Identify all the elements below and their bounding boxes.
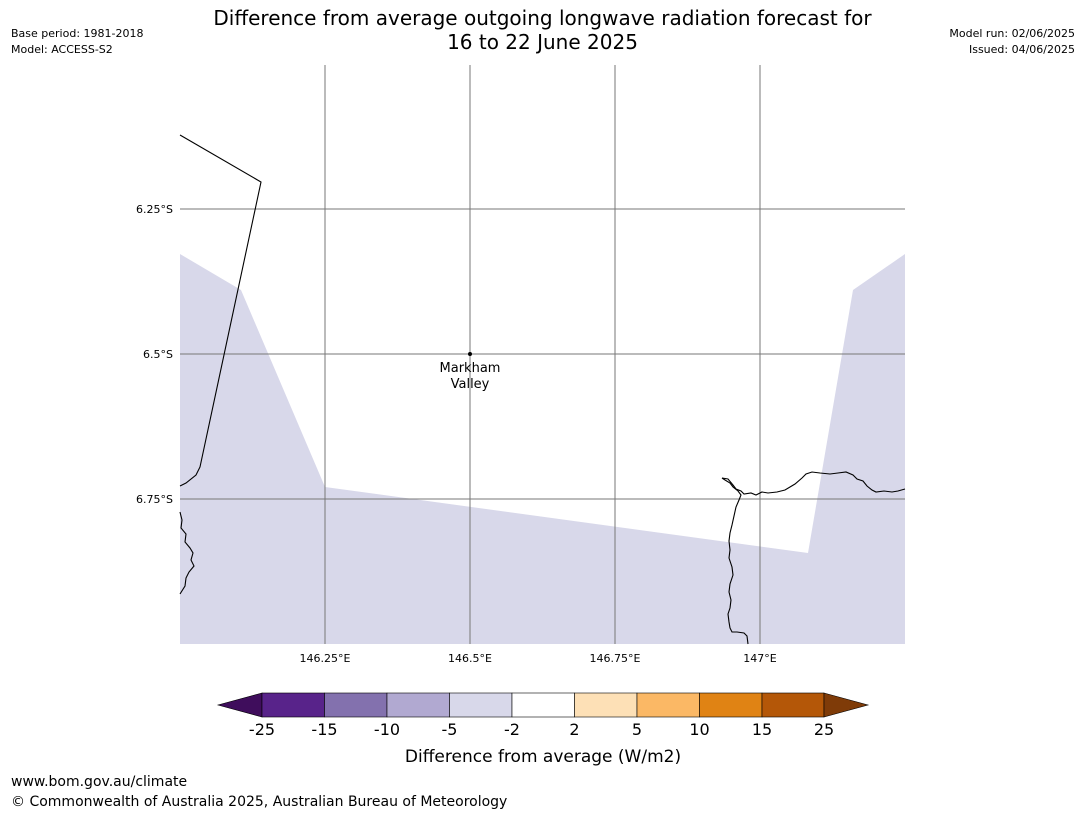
- colorbar-segment: [324, 692, 388, 718]
- boundary-line-north: [179, 134, 262, 487]
- colorbar: -25 -15 -10 -5 -2 2 5 10 15 25 Differenc…: [216, 692, 870, 767]
- colorbar-tick-label: 15: [752, 720, 772, 739]
- colorbar-tick-label: -10: [374, 720, 400, 739]
- colorbar-tick-label: 25: [814, 720, 834, 739]
- river-line-east: [721, 471, 906, 496]
- header-left: Base period: 1981-2018 Model: ACCESS-S2: [11, 26, 143, 58]
- header-right: Model run: 02/06/2025 Issued: 04/06/2025: [949, 26, 1075, 58]
- colorbar-tick-label: -2: [504, 720, 520, 739]
- colorbar-low-extension: [216, 692, 263, 718]
- colorbar-segment: [449, 692, 513, 718]
- colorbar-high-extension: [823, 692, 870, 718]
- model-text: Model: ACCESS-S2: [11, 43, 113, 56]
- lon-label: 147°E: [743, 652, 776, 665]
- colorbar-tick-label: 2: [569, 720, 579, 739]
- footer-url[interactable]: www.bom.gov.au/climate: [11, 774, 188, 790]
- negative-anomaly-region: [180, 254, 905, 644]
- place-label-line-1: Markham: [440, 361, 501, 376]
- colorbar-title: Difference from average (W/m2): [405, 747, 681, 767]
- title-line-1: Difference from average outgoing longwav…: [213, 6, 872, 30]
- model-run-text: Model run: 02/06/2025: [949, 27, 1075, 40]
- base-period-text: Base period: 1981-2018: [11, 27, 144, 40]
- lon-label: 146.25°E: [300, 652, 351, 665]
- colorbar-segment: [511, 692, 575, 718]
- colorbar-tick-label: -15: [311, 720, 337, 739]
- lon-label: 146.5°E: [448, 652, 492, 665]
- colorbar-segment: [574, 692, 638, 718]
- graticule: [180, 65, 905, 644]
- title-line-2: 16 to 22 June 2025: [447, 30, 638, 54]
- coastline-southwest: [179, 511, 195, 595]
- colorbar-tick-label: -25: [249, 720, 275, 739]
- page-title: Difference from average outgoing longwav…: [0, 6, 1085, 54]
- colorbar-segment: [761, 692, 825, 718]
- location-marker-icon: [468, 352, 472, 356]
- river-line-south: [721, 477, 749, 645]
- colorbar-segment: [699, 692, 763, 718]
- lat-label: 6.25°S: [136, 203, 173, 216]
- boundaries: [179, 134, 906, 645]
- lon-label: 146.75°E: [590, 652, 641, 665]
- place-label-line-2: Valley: [451, 377, 490, 392]
- colorbar-tick-label: 5: [632, 720, 642, 739]
- colorbar-segment: [636, 692, 700, 718]
- footer-copyright: © Commonwealth of Australia 2025, Austra…: [11, 794, 508, 810]
- colorbar-tick-label: -5: [442, 720, 458, 739]
- colorbar-segment: [386, 692, 450, 718]
- colorbar-segment: [261, 692, 325, 718]
- colorbar-tick-label: 10: [689, 720, 709, 739]
- issued-text: Issued: 04/06/2025: [968, 43, 1075, 56]
- lat-label: 6.5°S: [143, 348, 173, 361]
- map-panel: Markham Valley: [179, 65, 906, 645]
- lat-label: 6.75°S: [136, 493, 173, 506]
